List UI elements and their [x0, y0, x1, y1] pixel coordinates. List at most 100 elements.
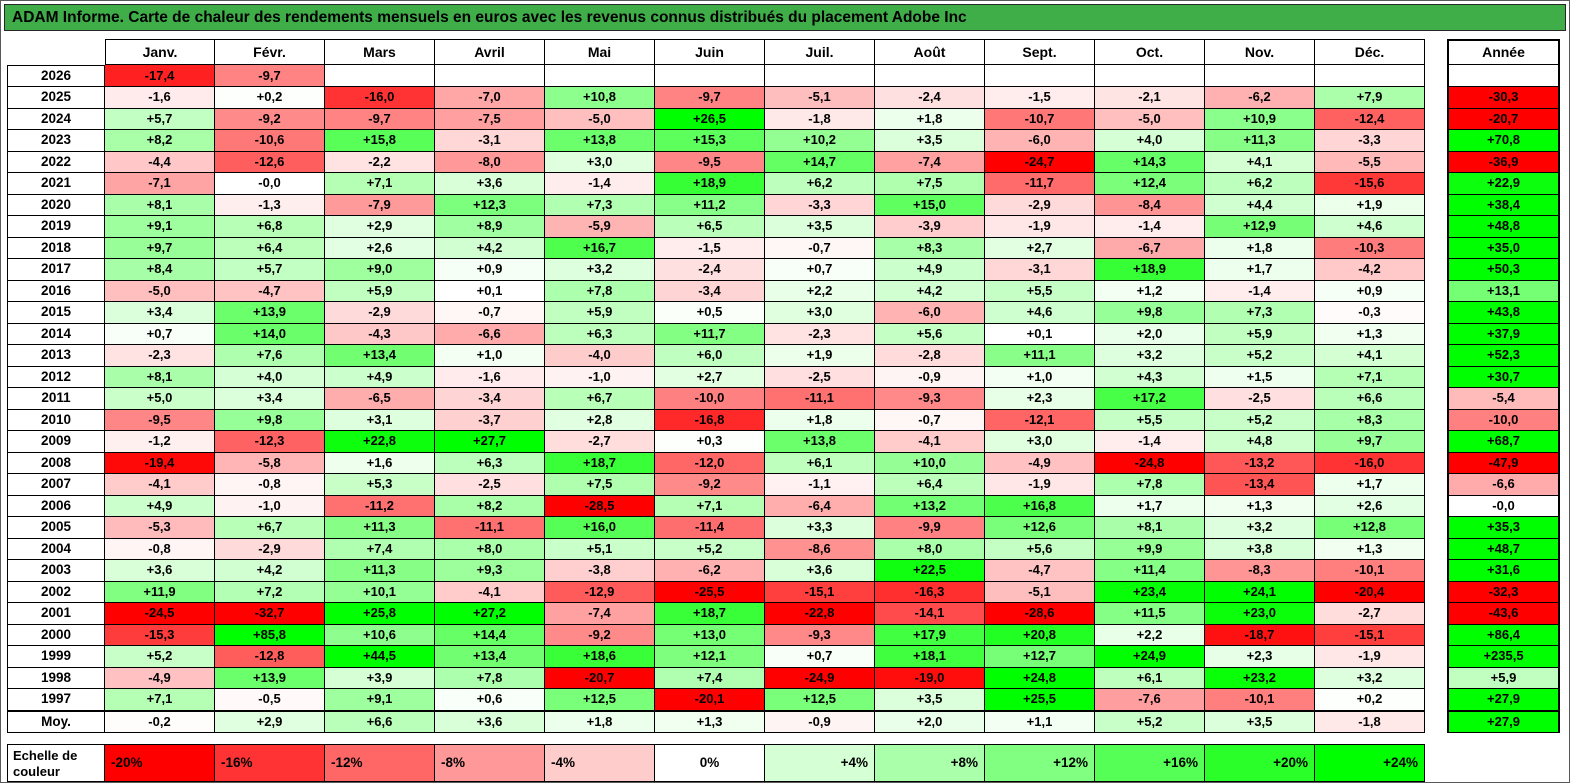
row-gap	[1425, 302, 1447, 324]
heatmap-cell: -0,8	[215, 474, 325, 496]
heatmap-cell: +6,7	[215, 517, 325, 539]
row-year-label: 2014	[7, 323, 105, 345]
heatmap-row: 2005 -5,3 +6,7 +11,3 -11,1 +16,0 -11,4 +3,3 -9,9…	[7, 517, 1560, 539]
heatmap-cell: +44,5	[325, 646, 435, 668]
heatmap-cell: +2,9	[325, 216, 435, 238]
row-gap	[1425, 216, 1447, 238]
heatmap-cell: +13,9	[215, 667, 325, 689]
heatmap-cell: -2,8	[875, 345, 985, 367]
row-gap	[1425, 409, 1447, 431]
row-gap	[1425, 495, 1447, 517]
heatmap-cell: -20,4	[1315, 581, 1425, 603]
column-header-month: Janv.	[105, 39, 215, 65]
heatmap-cell: +1,9	[1315, 194, 1425, 216]
legend-scale-cell: 0%	[655, 743, 765, 782]
heatmap-cell: +3,0	[985, 431, 1095, 453]
heatmap-cell: +18,7	[655, 603, 765, 625]
heatmap-cell: -4,1	[875, 431, 985, 453]
heatmap-cell: +11,9	[105, 581, 215, 603]
heatmap-cell: +13,4	[325, 345, 435, 367]
row-year-label: 2001	[7, 603, 105, 625]
heatmap-cell: +11,7	[655, 323, 765, 345]
heatmap-cell: -25,5	[655, 581, 765, 603]
row-year-label: 2026	[7, 65, 105, 87]
heatmap-cell: +27,2	[435, 603, 545, 625]
heatmap-cell: -8,6	[765, 538, 875, 560]
annual-return-cell: +22,9	[1447, 173, 1560, 195]
annual-return-cell: +31,6	[1447, 560, 1560, 582]
legend-scale-cell: -12%	[325, 743, 435, 782]
heatmap-cell: -5,3	[105, 517, 215, 539]
heatmap-cell: +17,2	[1095, 388, 1205, 410]
heatmap-cell: +7,3	[545, 194, 655, 216]
heatmap-cell: +8,1	[105, 194, 215, 216]
heatmap-cell: -9,7	[325, 108, 435, 130]
row-gap	[1425, 538, 1447, 560]
legend-scale-cell: +16%	[1095, 743, 1205, 782]
annual-return-cell	[1447, 65, 1560, 87]
column-header-month: Sept.	[985, 39, 1095, 65]
heatmap-cell: -10,0	[655, 388, 765, 410]
heatmap-cell: -2,1	[1095, 87, 1205, 109]
heatmap-cell: -3,3	[765, 194, 875, 216]
heatmap-row: 2001 -24,5 -32,7 +25,8 +27,2 -7,4 +18,7 -22,8 -1…	[7, 603, 1560, 625]
heatmap-cell: +4,2	[875, 280, 985, 302]
heatmap-cell: +8,1	[105, 366, 215, 388]
heatmap-cell: +4,8	[1205, 431, 1315, 453]
heatmap-cell: +12,1	[655, 646, 765, 668]
annual-return-cell: +27,9	[1447, 710, 1560, 733]
heatmap-cell: +0,5	[655, 302, 765, 324]
heatmap-cell: -9,7	[215, 65, 325, 87]
heatmap-cell: -16,0	[1315, 452, 1425, 474]
heatmap-cell: +13,9	[215, 302, 325, 324]
heatmap-cell: +20,8	[985, 624, 1095, 646]
heatmap-cell: -1,3	[215, 194, 325, 216]
heatmap-cell: -9,2	[655, 474, 765, 496]
row-gap	[1425, 452, 1447, 474]
heatmap-cell: +5,1	[545, 538, 655, 560]
column-header-month: Déc.	[1315, 39, 1425, 65]
heatmap-cell: -10,3	[1315, 237, 1425, 259]
row-gap	[1425, 323, 1447, 345]
heatmap-cell: -1,1	[765, 474, 875, 496]
heatmap-cell: -28,5	[545, 495, 655, 517]
heatmap-cell: -11,1	[765, 388, 875, 410]
heatmap-row: 2010 -9,5 +9,8 +3,1 -3,7 +2,8 -16,8 +1,8 -0,7 -12…	[7, 409, 1560, 431]
heatmap-cell: -7,9	[325, 194, 435, 216]
heatmap-row: 2018 +9,7 +6,4 +2,6 +4,2 +16,7 -1,5 -0,7 +8,3 +2,…	[7, 237, 1560, 259]
annual-return-cell: +38,4	[1447, 194, 1560, 216]
heatmap-cell: -13,4	[1205, 474, 1315, 496]
heatmap-cell: +13,8	[545, 130, 655, 152]
heatmap-cell: -9,7	[655, 87, 765, 109]
heatmap-cell: +0,7	[765, 646, 875, 668]
heatmap-cell: -10,7	[985, 108, 1095, 130]
heatmap-cell: -4,1	[105, 474, 215, 496]
heatmap-cell: -0,8	[105, 538, 215, 560]
heatmap-cell: -16,3	[875, 581, 985, 603]
annual-return-cell: +235,5	[1447, 646, 1560, 668]
heatmap-cell: -1,4	[1095, 216, 1205, 238]
row-gap	[1425, 151, 1447, 173]
heatmap-cell: -3,4	[435, 388, 545, 410]
heatmap-cell: +4,9	[875, 259, 985, 281]
heatmap-cell: -32,7	[215, 603, 325, 625]
heatmap-cell: -10,1	[1315, 560, 1425, 582]
heatmap-cell: +7,3	[1205, 302, 1315, 324]
heatmap-cell: -1,2	[105, 431, 215, 453]
heatmap-cell: -9,2	[215, 108, 325, 130]
heatmap-cell: +16,7	[545, 237, 655, 259]
annual-return-cell: -10,0	[1447, 409, 1560, 431]
heatmap-cell: +12,4	[1095, 173, 1205, 195]
heatmap-cell: +3,5	[765, 216, 875, 238]
legend-scale-cell: -8%	[435, 743, 545, 782]
row-year-label: 2006	[7, 495, 105, 517]
heatmap-row: 2016 -5,0 -4,7 +5,9 +0,1 +7,8 -3,4 +2,2 +4,2 +5,5…	[7, 280, 1560, 302]
heatmap-row: 2012 +8,1 +4,0 +4,9 -1,6 -1,0 +2,7 -2,5 -0,9 +1,0…	[7, 366, 1560, 388]
row-gap	[1425, 474, 1447, 496]
row-gap	[1425, 259, 1447, 281]
row-year-label: 2000	[7, 624, 105, 646]
heatmap-cell: +7,1	[105, 689, 215, 711]
heatmap-cell: +3,9	[325, 667, 435, 689]
heatmap-cell: -12,4	[1315, 108, 1425, 130]
heatmap-row: 2008 -19,4 -5,8 +1,6 +6,3 +18,7 -12,0 +6,1 +10,0…	[7, 452, 1560, 474]
